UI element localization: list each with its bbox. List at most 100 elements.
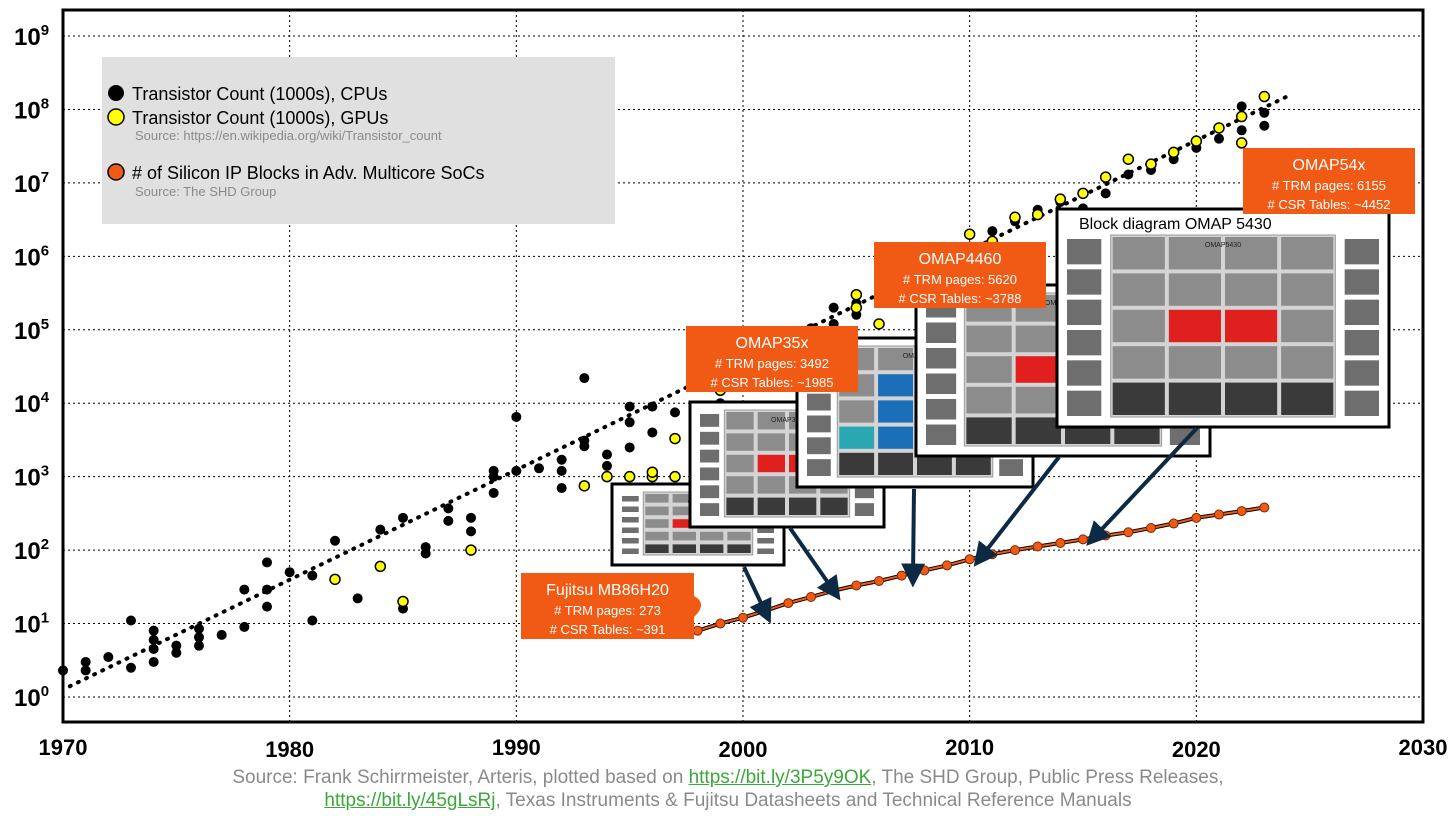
thumbnail-block	[878, 400, 913, 423]
footer-source-suffix: , Texas Instruments & Fujitsu Datasheets…	[495, 790, 1132, 811]
thumbnail-block	[726, 497, 754, 515]
callout-title: OMAP35x	[736, 335, 809, 352]
thumbnail-block	[700, 531, 724, 541]
callout-line: # CSR Tables: ~391	[550, 622, 666, 637]
thumbnail-side-block	[622, 506, 639, 512]
callout-title: OMAP54x	[1293, 157, 1366, 174]
ip-blocks-point	[1214, 509, 1224, 520]
callout-title: Fujitsu MB86H20	[546, 582, 669, 599]
thumbnail-side-block	[926, 424, 957, 445]
cpu-point	[466, 512, 476, 523]
thumbnail-side-block	[807, 393, 831, 411]
cpu-point	[511, 465, 522, 476]
thumbnail-block	[757, 476, 785, 494]
cpu-point	[420, 542, 431, 553]
callout: Fujitsu MB86H20 # TRM pages: 273 # CSR Tab…	[521, 573, 701, 639]
ip-blocks-point	[896, 570, 907, 581]
callout-arrow	[973, 455, 1061, 567]
gpu-point	[1190, 135, 1203, 147]
x-tick-label: 1990	[492, 735, 541, 760]
cpu-point	[624, 417, 635, 428]
cpu-point	[148, 625, 159, 636]
thumbnail-block	[1168, 382, 1221, 415]
cpu-point	[1259, 107, 1270, 118]
thumbnail-side-block	[854, 503, 874, 516]
thumbnail-side-block	[1344, 299, 1379, 325]
thumbnail-block	[645, 544, 669, 553]
cpu-point	[80, 665, 91, 676]
ip-blocks-point	[964, 554, 975, 565]
thumbnail-block	[966, 417, 1012, 444]
thumbnail-block	[878, 452, 913, 475]
x-tick-label: 2020	[1172, 737, 1221, 762]
ip-blocks-point	[851, 580, 862, 591]
thumbnail-side-block	[1067, 390, 1102, 416]
thumbnail-side-block	[999, 459, 1023, 476]
callout-line: # CSR Tables: ~4452	[1268, 197, 1391, 212]
thumbnail-side-block	[926, 348, 957, 369]
cpu-point	[670, 407, 680, 418]
y-tick-label: 108	[14, 95, 49, 124]
arrow-group	[742, 426, 1199, 624]
thumbnail-block	[645, 531, 669, 541]
callout-title: OMAP4460	[919, 251, 1002, 268]
thumbnail-block	[839, 400, 875, 423]
thumbnail-block	[1168, 273, 1221, 306]
thumbnail-block	[645, 506, 669, 516]
legend-marker	[108, 85, 124, 101]
legend-label: Transistor Count (1000s), CPUs	[132, 84, 387, 104]
thumbnail-block	[726, 412, 754, 430]
thumbnail-block	[1112, 309, 1165, 343]
thumbnail-block	[1225, 382, 1278, 415]
cpu-point	[262, 601, 272, 612]
callout-line: # TRM pages: 5620	[903, 272, 1017, 287]
cpu-point	[171, 640, 182, 651]
gpu-point	[1213, 122, 1225, 134]
cpu-point	[624, 442, 635, 453]
x-tick-label: 2030	[1399, 735, 1448, 760]
thumbnail-side-block	[1169, 424, 1200, 445]
gpu-point	[669, 432, 681, 445]
footer-source-line-1: Source: Frank Schirrmeister, Arteris, pl…	[0, 767, 1456, 789]
callout-line: # TRM pages: 6155	[1272, 178, 1386, 193]
cpu-point	[488, 487, 499, 498]
y-tick-label: 105	[14, 316, 49, 345]
thumbnail-side-block	[926, 373, 957, 394]
thumbnail-block	[878, 374, 913, 397]
thumbnail-side-block	[700, 467, 720, 481]
cpu-point	[148, 656, 159, 667]
thumbnail-side-block	[622, 517, 639, 523]
thumbnail-block	[839, 426, 875, 449]
footer-link-1[interactable]: https://bit.ly/3P5y9OK	[688, 767, 872, 788]
cpu-point	[624, 401, 635, 412]
thumbnail-side-block	[757, 538, 774, 544]
gpu-point	[1031, 208, 1044, 221]
ip-blocks-point	[1100, 530, 1111, 541]
cpu-point	[239, 621, 250, 632]
gpu-point	[329, 573, 341, 586]
x-tick-label: 2000	[719, 737, 768, 762]
thumbnail-block	[917, 452, 952, 475]
legend-source: Source: The SHD Group	[135, 184, 276, 199]
footer-source-mid: , The SHD Group, Public Press Releases,	[871, 767, 1224, 788]
gpu-point	[963, 228, 976, 240]
thumbnail-side-block	[700, 503, 720, 516]
thumbnail-block	[757, 454, 785, 473]
callout: OMAP54x # TRM pages: 6155 # CSR Tables: ~4…	[1243, 148, 1415, 214]
ip-blocks-point	[1032, 541, 1043, 552]
thumbnail-side-block	[757, 527, 774, 533]
footer-link-2[interactable]: https://bit.ly/45gLsRj	[324, 790, 496, 811]
cpu-point	[262, 557, 272, 568]
cpu-point	[239, 584, 250, 595]
block-diagram-thumbnail: OMAP5430 Block diagram OMAP 5430	[1055, 207, 1391, 429]
ip-blocks-point	[1010, 545, 1020, 556]
thumbnail-block	[878, 426, 913, 449]
y-tick-label: 107	[14, 169, 49, 198]
callout-line: # CSR Tables: ~1985	[711, 375, 834, 390]
thumbnail-side-block	[926, 322, 957, 343]
footer-source-line-2: https://bit.ly/45gLsRj, Texas Instrument…	[0, 790, 1456, 812]
thumbnail-side-block	[1344, 330, 1379, 356]
cpu-point	[556, 454, 567, 465]
x-tick-label: 1980	[265, 737, 314, 762]
legend-marker	[107, 108, 125, 126]
